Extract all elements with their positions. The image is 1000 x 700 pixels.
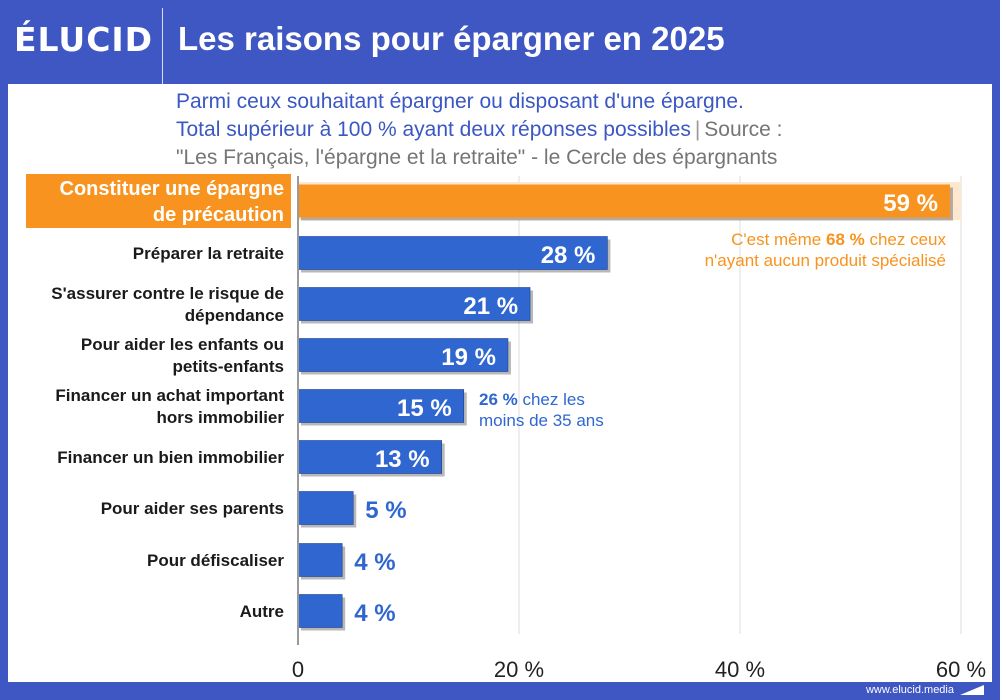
source-label: Source : [704, 118, 783, 141]
bar-0 [298, 184, 950, 218]
bar-2 [297, 287, 531, 321]
chart-subtitle: Parmi ceux souhaitant épargner ou dispos… [176, 88, 783, 172]
bar-value-label-5: 13 % [375, 446, 430, 473]
elucid-logo: ÉLUCID [14, 20, 154, 59]
bar-3 [297, 338, 509, 372]
bar-1 [297, 236, 608, 270]
elucid-flag-icon [960, 685, 984, 695]
page-title: Les raisons pour épargner en 2025 [178, 20, 725, 57]
footer-url[interactable]: www.elucid.media [865, 684, 954, 696]
annotation-1-line-0: 26 % chez les [479, 390, 585, 409]
bar-6 [297, 491, 354, 525]
bar-8 [297, 594, 343, 628]
category-label-3-line-0: Pour aider les enfants ou [81, 335, 284, 354]
category-label-2-line-1: dépendance [185, 306, 284, 325]
subtitle-line-2: Total supérieur à 100 % ayant deux répon… [176, 116, 783, 144]
bar-value-label-7: 4 % [354, 549, 395, 576]
category-label-2-line-0: S'assurer contre le risque de [51, 284, 284, 303]
bar-value-label-0: 59 % [883, 190, 938, 217]
bar-value-label-6: 5 % [365, 497, 406, 524]
bar-5 [297, 440, 442, 474]
subtitle-line-1: Parmi ceux souhaitant épargner ou dispos… [176, 90, 744, 113]
category-label-7-line-0: Pour défiscaliser [147, 551, 284, 570]
category-label-0-line-0: Constituer une épargne [60, 178, 284, 200]
category-label-5-line-0: Financer un bien immobilier [57, 448, 284, 467]
source-text: "Les Français, l'épargne et la retraite"… [176, 146, 778, 169]
x-tick-label-0: 0 [292, 657, 304, 682]
bar-value-label-2: 21 % [463, 293, 518, 320]
annotation-1-line-1: moins de 35 ans [479, 411, 604, 430]
category-label-1-line-0: Préparer la retraite [133, 244, 284, 263]
subtitle-note: Total supérieur à 100 % ayant deux répon… [176, 118, 691, 141]
highlight-label-bg [26, 174, 291, 228]
category-label-6-line-0: Pour aider ses parents [101, 499, 284, 518]
category-label-3-line-1: petits-enfants [173, 357, 284, 376]
x-tick-label-2: 40 % [715, 657, 765, 682]
annotation-0-line-0: C'est même 68 % chez ceux [731, 230, 946, 249]
x-tick-label-3: 60 % [936, 657, 986, 682]
header-divider [162, 8, 163, 84]
header: ÉLUCID Les raisons pour épargner en 2025 [0, 0, 1000, 84]
bar-value-label-8: 4 % [354, 600, 395, 627]
category-label-0-line-1: de précaution [153, 204, 284, 226]
subtitle-separator: | [694, 118, 701, 141]
bar-7 [297, 543, 343, 577]
category-label-8-line-0: Autre [240, 602, 284, 621]
category-label-4-line-0: Financer un achat important [55, 386, 284, 405]
bar-4 [297, 389, 465, 423]
x-tick-label-1: 20 % [494, 657, 544, 682]
bar-value-label-1: 28 % [541, 242, 596, 269]
annotation-0-line-1: n'ayant aucun produit spécialisé [705, 251, 946, 270]
category-label-4-line-1: hors immobilier [156, 408, 284, 427]
bar-value-label-3: 19 % [441, 344, 496, 371]
bar-value-label-4: 15 % [397, 395, 452, 422]
